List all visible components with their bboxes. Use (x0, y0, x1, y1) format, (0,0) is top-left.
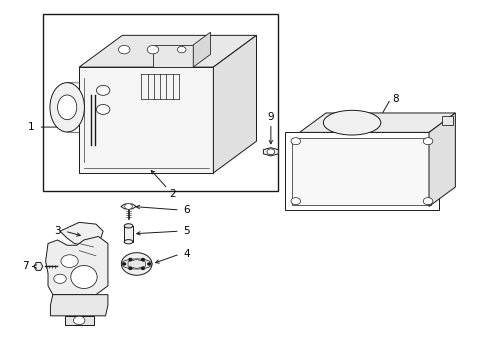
Circle shape (129, 267, 132, 269)
Circle shape (61, 255, 78, 267)
Polygon shape (263, 148, 278, 156)
Circle shape (141, 258, 144, 261)
Bar (153, 45, 193, 67)
Bar (124, 226, 133, 242)
Ellipse shape (121, 259, 152, 269)
Polygon shape (79, 35, 256, 67)
Circle shape (423, 198, 432, 205)
Circle shape (122, 263, 125, 265)
Ellipse shape (124, 224, 133, 228)
Text: 8: 8 (391, 94, 398, 104)
Circle shape (54, 274, 66, 283)
Polygon shape (60, 222, 103, 245)
Ellipse shape (58, 95, 77, 120)
Circle shape (147, 263, 150, 265)
Text: 5: 5 (183, 226, 190, 236)
Ellipse shape (124, 240, 133, 244)
Ellipse shape (50, 83, 84, 132)
Circle shape (141, 267, 144, 269)
Circle shape (96, 85, 110, 95)
Ellipse shape (71, 266, 97, 288)
Text: 7: 7 (22, 261, 29, 271)
Bar (285, 132, 438, 210)
Bar (292, 138, 430, 205)
Circle shape (121, 253, 152, 275)
Circle shape (177, 46, 185, 53)
Text: 2: 2 (169, 189, 176, 199)
Polygon shape (45, 237, 108, 294)
Bar (43, 14, 278, 190)
Polygon shape (428, 113, 454, 207)
Polygon shape (34, 262, 43, 270)
Circle shape (423, 138, 432, 145)
Polygon shape (441, 116, 452, 125)
Text: 6: 6 (183, 205, 190, 215)
Text: 3: 3 (54, 226, 61, 236)
Bar (79, 67, 213, 173)
Circle shape (129, 258, 132, 261)
Circle shape (96, 104, 110, 114)
Text: 1: 1 (28, 122, 35, 132)
Circle shape (266, 149, 274, 155)
Circle shape (118, 45, 130, 54)
Circle shape (290, 198, 300, 205)
Polygon shape (64, 316, 93, 325)
Polygon shape (213, 35, 256, 173)
Polygon shape (193, 32, 210, 67)
Circle shape (124, 204, 132, 209)
Polygon shape (299, 113, 454, 132)
Polygon shape (50, 294, 108, 316)
Text: 4: 4 (183, 249, 190, 259)
Polygon shape (121, 204, 136, 209)
Circle shape (290, 138, 300, 145)
Ellipse shape (323, 110, 380, 135)
Circle shape (73, 316, 85, 325)
Circle shape (147, 45, 159, 54)
Text: 9: 9 (267, 112, 274, 122)
